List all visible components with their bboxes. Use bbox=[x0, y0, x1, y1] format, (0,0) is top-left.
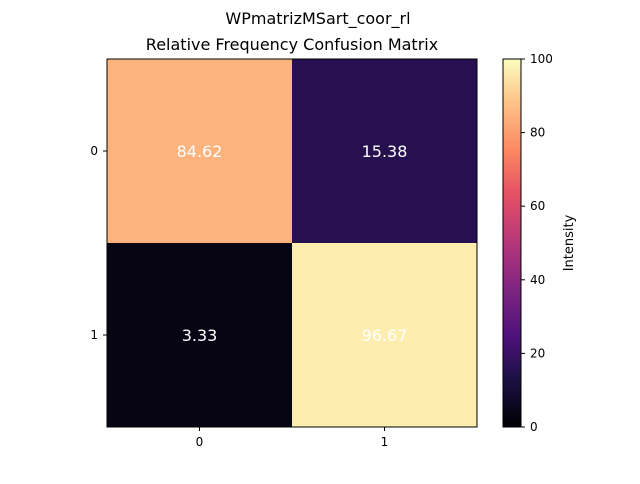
colorbar-tick-label: 0 bbox=[530, 420, 538, 434]
colorbar-axis: 0 20 40 60 80 100 bbox=[521, 52, 553, 434]
y-tick-label: 1 bbox=[90, 328, 98, 342]
cell-value-label: 15.38 bbox=[362, 142, 408, 161]
colorbar-tick-label: 80 bbox=[530, 126, 545, 140]
cell-value-label: 3.33 bbox=[182, 326, 218, 345]
heatmap-cell bbox=[107, 243, 292, 427]
colorbar-tick-label: 60 bbox=[530, 199, 545, 213]
colorbar-tick-label: 40 bbox=[530, 273, 545, 287]
colorbar-tick-label: 20 bbox=[530, 346, 545, 360]
chart-title: Relative Frequency Confusion Matrix bbox=[146, 35, 438, 54]
colorbar bbox=[502, 58, 522, 428]
colorbar-label: Intensity bbox=[562, 214, 577, 271]
cell-value-label: 84.62 bbox=[177, 142, 223, 161]
heatmap-cell bbox=[292, 59, 477, 243]
y-axis: 01 bbox=[90, 144, 107, 342]
x-tick-label: 1 bbox=[381, 435, 389, 449]
heatmap-cells: 84.62 15.38 3.33 96.67 bbox=[107, 59, 477, 427]
colorbar-tick-label: 100 bbox=[530, 52, 553, 66]
heatmap-cell bbox=[292, 243, 477, 427]
figure-title: WPmatrizMSart_coor_rl bbox=[225, 9, 410, 29]
heatmap-cell bbox=[107, 59, 292, 243]
plot-frame bbox=[106, 58, 478, 428]
y-tick-label: 0 bbox=[90, 144, 98, 158]
cell-value-label: 96.67 bbox=[362, 326, 408, 345]
x-tick-label: 0 bbox=[196, 435, 204, 449]
